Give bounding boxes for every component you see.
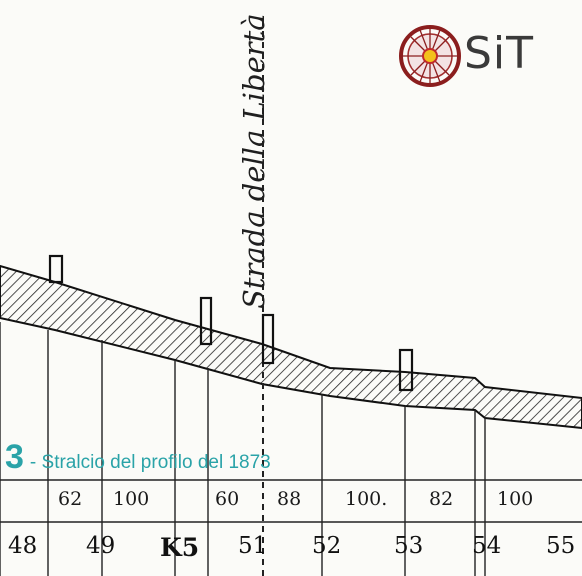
table-rules: [0, 479, 582, 523]
km-marker: 54: [472, 533, 502, 559]
km-marker: 53: [394, 533, 424, 559]
bicycle-wheel-icon: [399, 25, 461, 87]
km-marker: 51: [238, 533, 268, 559]
km-marker: 49: [86, 533, 116, 559]
caption-number: 3: [5, 438, 24, 476]
section-lines: [0, 322, 486, 576]
distance-cell: 60: [215, 488, 240, 510]
distance-cell: 100.: [345, 488, 388, 510]
km-marker: 52: [312, 533, 342, 559]
distance-cell: 88: [277, 488, 302, 510]
km-marker: 55: [546, 533, 576, 559]
figure-caption: 3- Stralcio del profilo del 1873: [5, 438, 271, 477]
distance-cell: 100: [497, 488, 534, 510]
structure-markers: [48, 254, 414, 392]
km-marker: 48: [8, 533, 38, 559]
sit-logo: SiT: [398, 24, 548, 90]
distance-cell: 62: [58, 488, 83, 510]
distance-cell: 82: [429, 488, 454, 510]
embankment-band: [0, 264, 582, 430]
km-marker: K5: [160, 533, 200, 562]
road-label: Strada della Libertà: [237, 13, 271, 309]
distance-cell: 100: [113, 488, 150, 510]
logo-text: SiT: [464, 28, 535, 79]
caption-text: - Stralcio del profilo del 1873: [29, 452, 271, 473]
